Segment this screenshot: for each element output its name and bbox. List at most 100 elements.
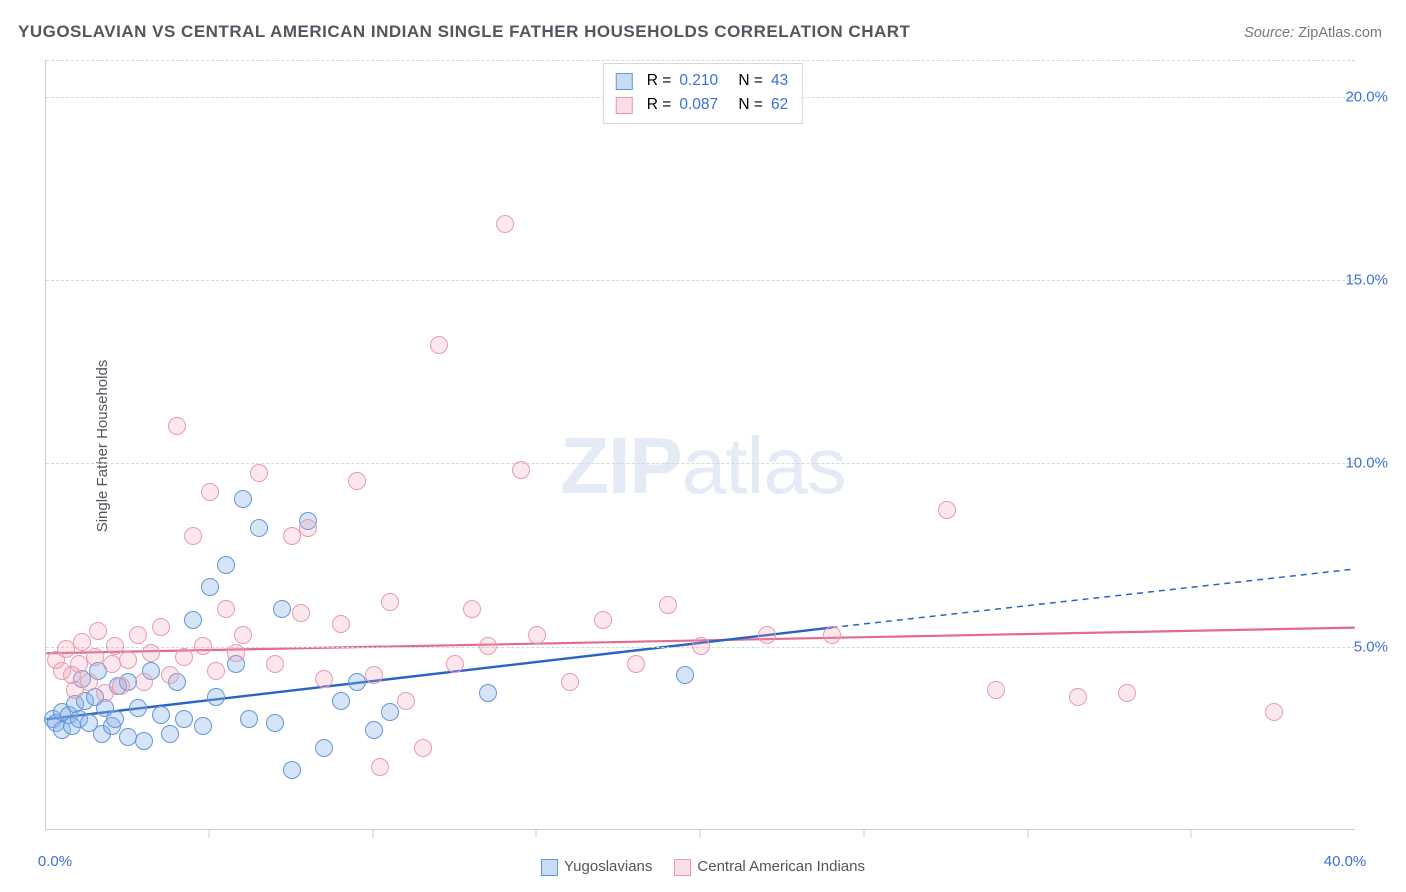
y-tick-label: 10.0% [1345, 455, 1388, 472]
legend-stats-row: R = 0.210 N = 43 [616, 69, 788, 93]
n-value: 62 [771, 93, 788, 117]
source-attribution: Source: ZipAtlas.com [1244, 25, 1382, 41]
x-tick-mark [208, 830, 209, 838]
swatch-blue-icon [541, 859, 558, 876]
data-point [227, 644, 245, 662]
data-point [175, 648, 193, 666]
data-point [315, 670, 333, 688]
data-point [135, 732, 153, 750]
r-label: R = [647, 69, 672, 93]
data-point [119, 728, 137, 746]
x-tick-label: 40.0% [1324, 853, 1367, 870]
data-point [283, 527, 301, 545]
r-value: 0.210 [679, 69, 718, 93]
data-point [184, 611, 202, 629]
data-point [479, 637, 497, 655]
grid-line [46, 463, 1355, 464]
n-value: 43 [771, 69, 788, 93]
data-point [266, 655, 284, 673]
n-label: N = [738, 69, 763, 93]
plot-area [45, 60, 1355, 830]
data-point [273, 600, 291, 618]
data-point [201, 483, 219, 501]
grid-line [46, 60, 1355, 61]
data-point [463, 600, 481, 618]
data-point [659, 596, 677, 614]
data-point [240, 710, 258, 728]
data-point [371, 758, 389, 776]
data-point [142, 644, 160, 662]
data-point [266, 714, 284, 732]
chart-title: YUGOSLAVIAN VS CENTRAL AMERICAN INDIAN S… [18, 22, 910, 42]
data-point [80, 673, 98, 691]
y-tick-label: 20.0% [1345, 88, 1388, 105]
legend-stats-row: R = 0.087 N = 62 [616, 93, 788, 117]
data-point [103, 655, 121, 673]
r-label: R = [647, 93, 672, 117]
data-point [692, 637, 710, 655]
data-point [414, 739, 432, 757]
x-tick-mark [1191, 830, 1192, 838]
r-value: 0.087 [679, 93, 718, 117]
data-point [283, 761, 301, 779]
legend-label: Central American Indians [697, 858, 865, 875]
grid-line [46, 280, 1355, 281]
data-point [561, 673, 579, 691]
legend-stats: R = 0.210 N = 43 R = 0.087 N = 62 [603, 63, 803, 124]
data-point [381, 703, 399, 721]
data-point [152, 618, 170, 636]
data-point [528, 626, 546, 644]
data-point [381, 593, 399, 611]
data-point [168, 417, 186, 435]
data-point [938, 501, 956, 519]
data-point [594, 611, 612, 629]
y-tick-label: 15.0% [1345, 272, 1388, 289]
data-point [194, 717, 212, 735]
data-point [758, 626, 776, 644]
data-point [135, 673, 153, 691]
data-point [86, 648, 104, 666]
data-point [446, 655, 464, 673]
data-point [348, 673, 366, 691]
data-point [217, 600, 235, 618]
data-point [1118, 684, 1136, 702]
data-point [106, 637, 124, 655]
source-label: Source: [1244, 25, 1294, 41]
data-point [217, 556, 235, 574]
data-point [152, 706, 170, 724]
data-point [89, 622, 107, 640]
n-label: N = [738, 93, 763, 117]
data-point [73, 633, 91, 651]
data-point [299, 519, 317, 537]
data-point [512, 461, 530, 479]
data-point [175, 710, 193, 728]
data-point [106, 710, 124, 728]
legend-series: Yugoslavians Central American Indians [541, 858, 865, 876]
data-point [987, 681, 1005, 699]
data-point [201, 578, 219, 596]
legend-item: Yugoslavians [541, 858, 652, 876]
x-tick-mark [372, 830, 373, 838]
data-point [365, 666, 383, 684]
x-tick-mark [1027, 830, 1028, 838]
data-point [1069, 688, 1087, 706]
data-point [207, 662, 225, 680]
legend-label: Yugoslavians [564, 858, 652, 875]
data-point [184, 527, 202, 545]
x-tick-label: 0.0% [38, 853, 72, 870]
data-point [194, 637, 212, 655]
data-point [430, 336, 448, 354]
data-point [627, 655, 645, 673]
source-name: ZipAtlas.com [1298, 25, 1382, 41]
x-tick-mark [700, 830, 701, 838]
data-point [250, 464, 268, 482]
swatch-pink-icon [616, 97, 633, 114]
data-point [292, 604, 310, 622]
data-point [112, 677, 130, 695]
data-point [234, 626, 252, 644]
data-point [70, 655, 88, 673]
x-tick-mark [536, 830, 537, 838]
data-point [332, 692, 350, 710]
data-point [315, 739, 333, 757]
data-point [332, 615, 350, 633]
